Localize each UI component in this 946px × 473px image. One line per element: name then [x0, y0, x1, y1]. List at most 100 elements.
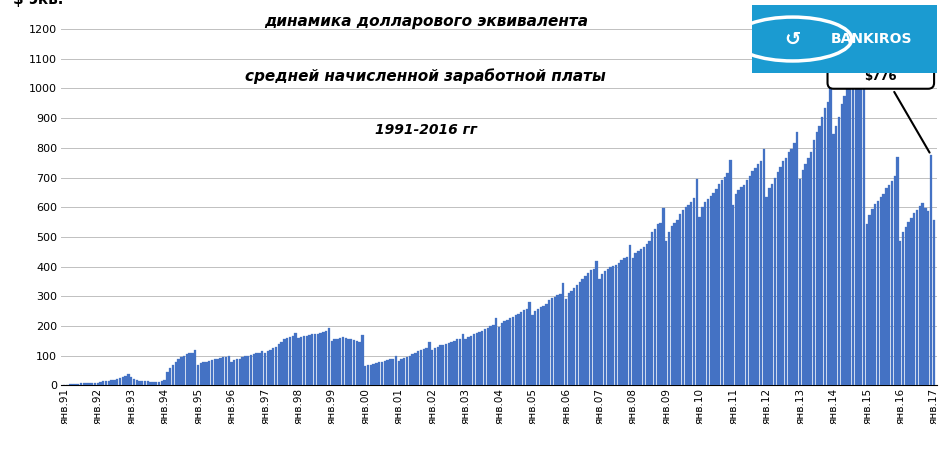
Bar [589, 270, 592, 385]
Bar [751, 171, 754, 385]
Bar [743, 184, 745, 385]
Bar [657, 225, 659, 385]
Bar [587, 273, 589, 385]
Bar [300, 337, 303, 385]
Bar [88, 383, 91, 385]
Bar [565, 299, 567, 385]
Bar [534, 311, 536, 385]
Bar [804, 164, 807, 385]
Bar [568, 293, 569, 385]
Bar [916, 210, 919, 385]
Bar [180, 357, 183, 385]
Bar [562, 283, 565, 385]
Bar [108, 381, 110, 385]
Bar [264, 353, 266, 385]
Bar [158, 382, 160, 385]
Bar [913, 213, 916, 385]
Bar [400, 359, 403, 385]
Bar [629, 245, 631, 385]
Bar [570, 291, 572, 385]
Bar [654, 228, 657, 385]
Bar [704, 202, 707, 385]
Bar [476, 333, 478, 385]
Text: ↺: ↺ [784, 29, 801, 49]
Bar [585, 276, 587, 385]
Bar [715, 190, 718, 385]
Bar [470, 335, 472, 385]
Bar [74, 384, 77, 385]
Bar [691, 202, 692, 385]
Bar [166, 372, 168, 385]
Bar [227, 356, 230, 385]
Bar [350, 340, 353, 385]
Bar [317, 333, 319, 385]
Bar [482, 331, 483, 385]
Bar [910, 218, 913, 385]
Bar [551, 298, 553, 385]
Bar [394, 356, 397, 385]
Bar [149, 382, 152, 385]
Bar [147, 381, 149, 385]
Bar [291, 335, 294, 385]
Bar [801, 170, 804, 385]
Bar [626, 257, 628, 385]
Bar [367, 365, 369, 385]
Bar [668, 232, 670, 385]
Bar [902, 232, 904, 385]
Bar [130, 377, 132, 385]
Bar [270, 350, 272, 385]
Bar [286, 338, 289, 385]
Bar [718, 184, 720, 385]
Bar [815, 131, 818, 385]
Text: $ экв.: $ экв. [13, 0, 63, 7]
Bar [810, 152, 813, 385]
Bar [353, 340, 356, 385]
Bar [635, 254, 637, 385]
Bar [275, 347, 277, 385]
Bar [111, 380, 113, 385]
Bar [857, 45, 860, 385]
Bar [392, 359, 394, 385]
Bar [760, 161, 762, 385]
Bar [573, 288, 575, 385]
Bar [116, 379, 118, 385]
Bar [798, 179, 801, 385]
Bar [727, 173, 728, 385]
Bar [632, 258, 634, 385]
Bar [69, 384, 71, 385]
Bar [818, 125, 821, 385]
Bar [397, 361, 400, 385]
Bar [152, 382, 154, 385]
Bar [710, 196, 712, 385]
Bar [297, 338, 300, 385]
Bar [832, 134, 834, 385]
Bar [423, 349, 425, 385]
Bar [517, 314, 519, 385]
Bar [762, 149, 765, 385]
Bar [785, 158, 787, 385]
Bar [433, 348, 436, 385]
Bar [498, 327, 500, 385]
Bar [442, 344, 445, 385]
Bar [899, 241, 902, 385]
Bar [721, 180, 723, 385]
Bar [595, 261, 598, 385]
Bar [609, 267, 612, 385]
Bar [682, 210, 684, 385]
Bar [506, 320, 509, 385]
Bar [119, 378, 121, 385]
Bar [453, 341, 456, 385]
Bar [175, 362, 177, 385]
Bar [77, 384, 79, 385]
Bar [347, 339, 350, 385]
Bar [735, 194, 737, 385]
Bar [868, 215, 871, 385]
Bar [122, 377, 124, 385]
Bar [553, 297, 556, 385]
Bar [515, 315, 517, 385]
Bar [467, 337, 469, 385]
Text: 1991-2016 гг: 1991-2016 гг [375, 123, 477, 137]
Bar [927, 211, 929, 385]
Bar [339, 338, 342, 385]
Bar [436, 347, 439, 385]
